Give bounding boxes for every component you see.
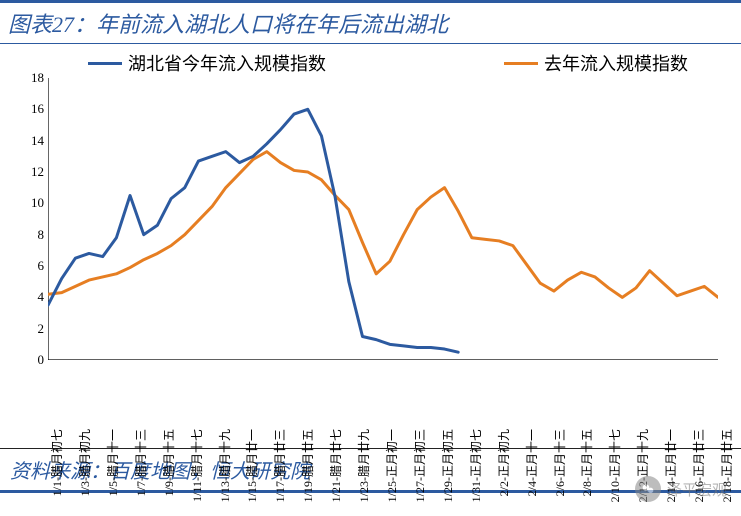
x-tick-label: 2/2-正月初九	[495, 429, 512, 496]
y-tick-label: 8	[20, 227, 44, 243]
chart-title: 图表27：年前流入湖北人口将在年后流出湖北	[8, 7, 733, 39]
x-tick-label: 1/13-腊月十九	[216, 429, 233, 502]
y-tick-label: 2	[20, 321, 44, 337]
x-tick-label: 1/1-腊月初七	[48, 429, 65, 496]
watermark: 泽平宏观	[635, 476, 727, 502]
x-tick-label: 1/7-腊月十三	[132, 429, 149, 496]
legend: 湖北省今年流入规模指数 去年流入规模指数	[88, 50, 688, 76]
legend-label-a: 湖北省今年流入规模指数	[128, 50, 326, 76]
x-axis-labels: 1/1-腊月初七1/3-腊月初九1/5-腊月十一1/7-腊月十三1/9-腊月十五…	[48, 362, 718, 448]
y-tick-label: 6	[20, 258, 44, 274]
chart-area: 湖北省今年流入规模指数 去年流入规模指数 1/1-腊月初七1/3-腊月初九1/5…	[8, 48, 728, 448]
x-tick-label: 2/8-正月十五	[578, 429, 595, 496]
x-tick-label: 1/21-腊月廿七	[327, 429, 344, 502]
legend-item-a: 湖北省今年流入规模指数	[88, 50, 326, 76]
x-tick-label: 1/17-腊月廿三	[271, 429, 288, 502]
y-tick-label: 4	[20, 289, 44, 305]
chart-title-bar: 图表27：年前流入湖北人口将在年后流出湖北	[0, 0, 741, 44]
watermark-text: 泽平宏观	[667, 479, 727, 500]
x-tick-label: 1/9-腊月十五	[160, 429, 177, 496]
y-tick-label: 14	[20, 133, 44, 149]
x-tick-label: 2/10-正月十七	[606, 429, 623, 502]
x-tick-label: 1/27-正月初三	[411, 429, 428, 502]
legend-item-b: 去年流入规模指数	[504, 50, 688, 76]
plot-area	[48, 78, 718, 360]
x-tick-label: 1/23-腊月廿九	[355, 429, 372, 502]
x-tick-label: 1/31-正月初七	[467, 429, 484, 502]
wechat-icon	[635, 476, 661, 502]
y-tick-label: 16	[20, 101, 44, 117]
y-tick-label: 10	[20, 195, 44, 211]
x-tick-label: 1/5-腊月十一	[104, 429, 121, 496]
line-chart-svg	[48, 78, 718, 360]
x-tick-label: 1/25-正月初一	[383, 429, 400, 502]
y-tick-label: 0	[20, 352, 44, 368]
x-tick-label: 1/29-正月初五	[439, 429, 456, 502]
legend-label-b: 去年流入规模指数	[544, 50, 688, 76]
y-tick-label: 12	[20, 164, 44, 180]
legend-swatch-a	[88, 62, 122, 65]
x-tick-label: 2/4-正月十一	[523, 429, 540, 496]
x-tick-label: 1/11-腊月十七	[188, 429, 205, 502]
x-tick-label: 2/6-正月十三	[551, 429, 568, 496]
x-tick-label: 1/3-腊月初九	[76, 429, 93, 496]
x-tick-label: 1/15-腊月廿一	[243, 429, 260, 502]
y-tick-label: 18	[20, 70, 44, 86]
x-tick-label: 1/19-腊月廿五	[299, 429, 316, 502]
legend-swatch-b	[504, 62, 538, 65]
